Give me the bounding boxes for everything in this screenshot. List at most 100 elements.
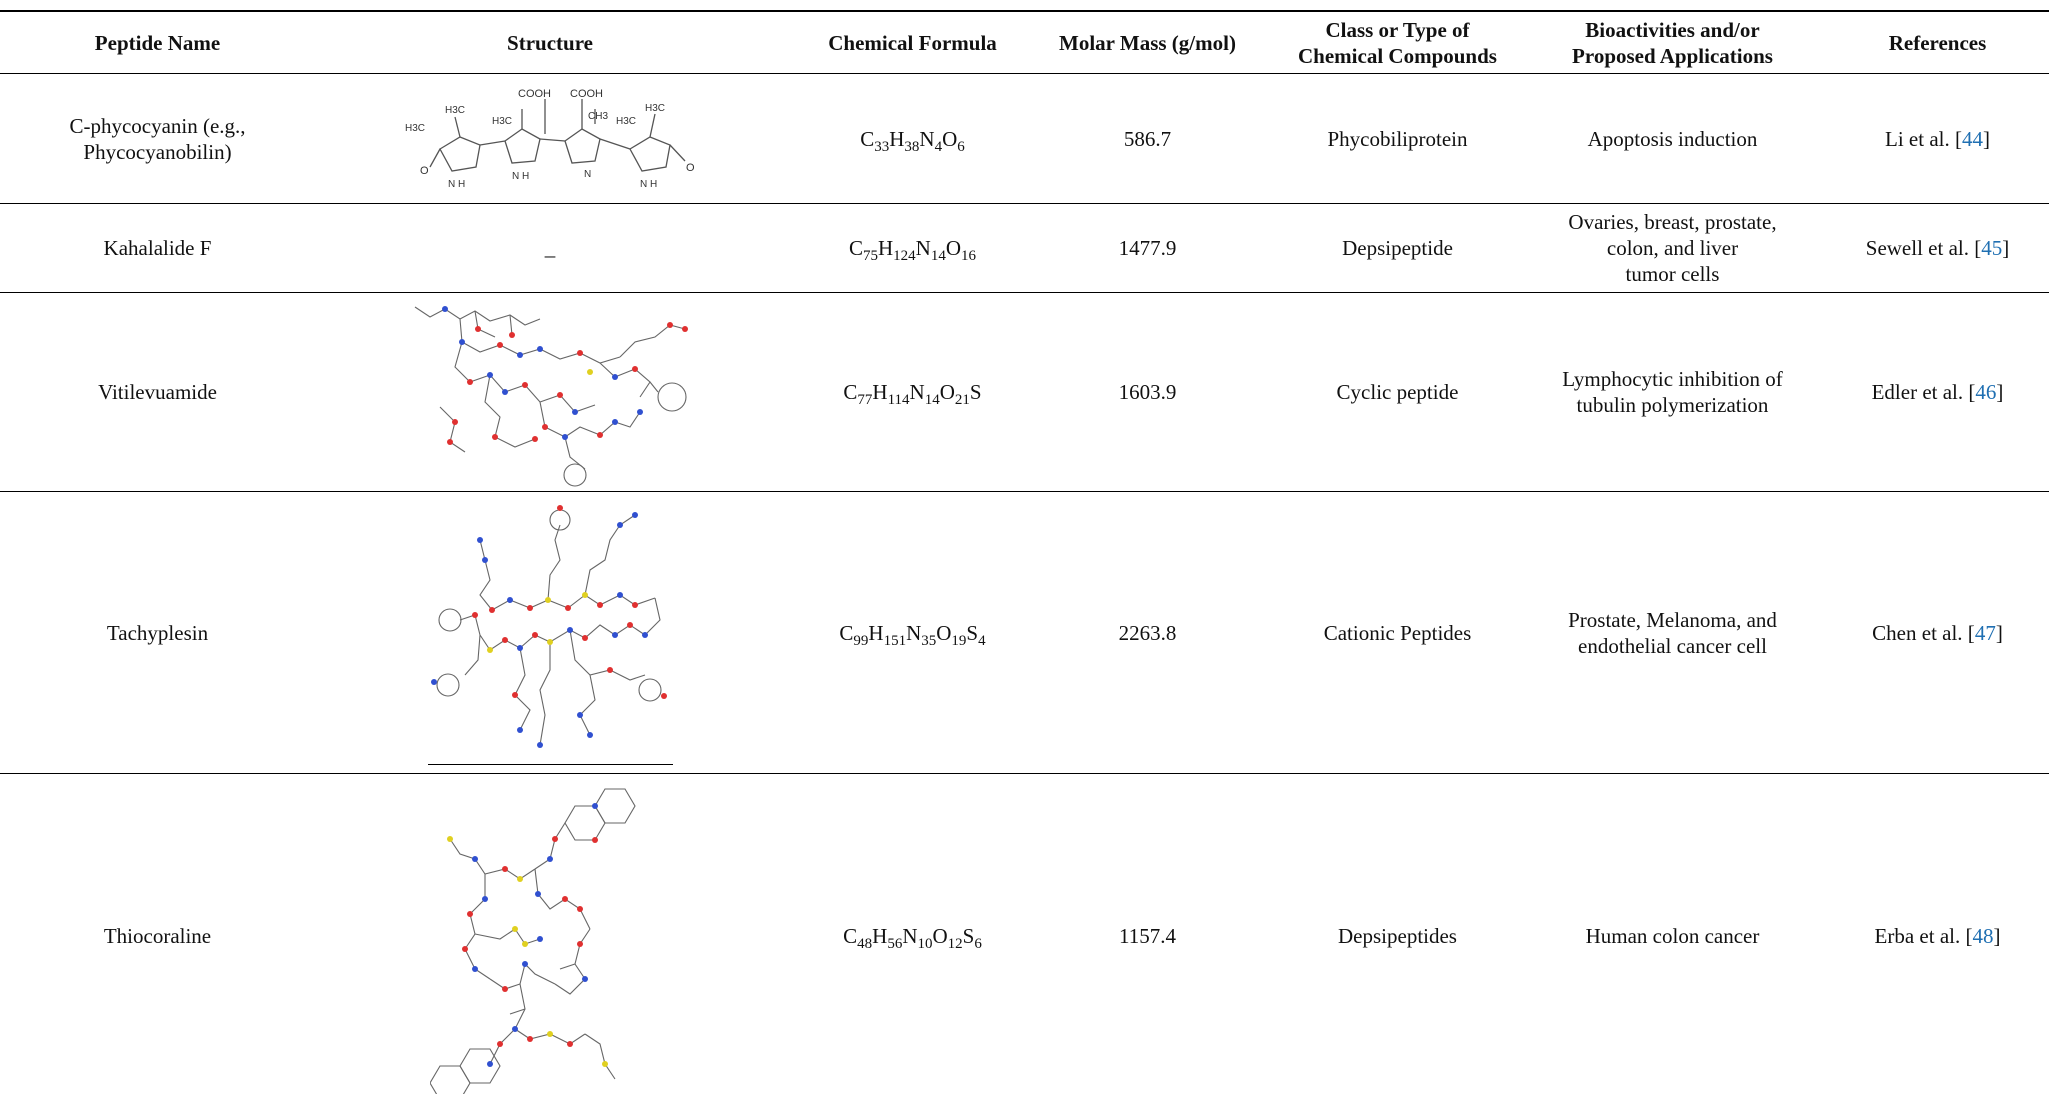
molar-mass: 1157.4	[1119, 924, 1176, 948]
row-divider	[0, 773, 2049, 774]
formula-cell: C77H114N14O21S	[790, 293, 1035, 491]
structure-label: N H	[512, 171, 529, 182]
structure-label: CH3	[588, 111, 608, 122]
reference-cell: Chen et al. [47]	[1872, 620, 2003, 645]
reference-text: Li et al. [	[1885, 126, 1962, 151]
reference-link[interactable]: 47	[1974, 620, 1996, 645]
header-class-line1: Class or Type of	[1325, 17, 1470, 42]
header-bioactivities: Bioactivities and/or Proposed Application…	[1530, 12, 1815, 73]
peptide-name: C-phycocyanin (e.g.,	[69, 113, 246, 138]
row-divider	[0, 292, 2049, 293]
structure-label: H3C	[492, 116, 512, 127]
structure-cell: COOH COOH H3C H3C H3C CH3 H3C H3C O O N …	[395, 74, 705, 203]
peptide-name-cell: C-phycocyanin (e.g., Phycocyanobilin)	[30, 74, 285, 203]
bioactivity: Prostate, Melanoma, and endothelial cance…	[1530, 492, 1815, 773]
molar-mass: 2263.8	[1118, 620, 1177, 645]
structure-placeholder: _	[544, 236, 556, 260]
compound-class: Cyclic peptide	[1336, 380, 1459, 404]
formula-cell: C48H56N10O12S6	[790, 774, 1035, 1098]
formula-cell: C33H38N4O6	[790, 74, 1035, 203]
header-class: Class or Type of Chemical Compounds	[1270, 12, 1525, 73]
reference-text: Chen et al. [	[1872, 620, 1975, 645]
chemical-formula: C48H56N10O12S6	[843, 924, 982, 952]
peptide-name: Kahalalide F	[103, 236, 212, 260]
table-header-row: Peptide Name Structure Chemical Formula …	[0, 12, 2049, 73]
chemical-formula: C77H114N14O21S	[843, 380, 982, 408]
reference-text: Edler et al. [	[1871, 380, 1976, 404]
bioactivity-line: Ovaries, breast, prostate,	[1568, 210, 1777, 234]
header-bio-line1: Bioactivities and/or	[1585, 17, 1760, 42]
bioactivity-line: Lymphocytic inhibition of	[1562, 367, 1783, 391]
row-divider	[0, 203, 2049, 204]
structure-label: COOH	[570, 88, 603, 100]
compound-class: Cationic Peptides	[1323, 620, 1472, 645]
thiocoraline-structure	[430, 787, 636, 1094]
bioactivity-line: tumor cells	[1625, 262, 1720, 286]
bioactivity-line: tubulin polymerization	[1576, 393, 1769, 417]
formula-cell: C99H151N35O19S4	[790, 492, 1035, 773]
reference-link[interactable]: 46	[1975, 380, 1997, 404]
vitilevuamide-structure	[414, 306, 688, 487]
row-divider	[0, 491, 2049, 492]
bioactivity-line: colon, and liver	[1606, 236, 1739, 260]
bioactivity: Ovaries, breast, prostate, colon, and liv…	[1530, 204, 1815, 292]
compound-class: Phycobiliprotein	[1327, 126, 1468, 151]
chemical-formula: C33H38N4O6	[860, 126, 965, 155]
header-peptide-name: Peptide Name	[94, 30, 221, 55]
structure-underline	[427, 764, 673, 765]
table-row: Kahalalide F _ C75H124N14O16 1477.9 Deps…	[0, 204, 2049, 292]
formula-cell: C75H124N14O16	[790, 204, 1035, 292]
header-references: References	[1888, 30, 1987, 55]
table-top-rule	[0, 10, 2049, 12]
reference-link[interactable]: 44	[1961, 126, 1983, 151]
header-bottom-rule	[0, 73, 2049, 74]
molar-mass: 1477.9	[1118, 236, 1177, 260]
peptide-name: Thiocoraline	[103, 924, 212, 948]
peptide-name: Tachyplesin	[106, 620, 209, 645]
structure-cell	[395, 492, 705, 773]
phycocyanobilin-structure: COOH COOH H3C H3C H3C CH3 H3C H3C O O N …	[405, 88, 695, 190]
tachyplesin-structure	[431, 505, 667, 748]
structure-label: O	[686, 162, 695, 174]
header-structure: Structure	[507, 30, 593, 55]
compound-class: Depsipeptide	[1342, 236, 1453, 260]
bioactivity: Lymphocytic inhibition of tubulin polymer…	[1530, 293, 1815, 491]
structure-label: H3C	[445, 105, 465, 116]
header-class-line2: Chemical Compounds	[1298, 43, 1497, 68]
reference-cell: Edler et al. [46]	[1871, 380, 2004, 404]
structure-label: O	[420, 165, 429, 177]
chemical-formula: C75H124N14O16	[848, 236, 977, 264]
reference-cell: Sewell et al. [45]	[1865, 236, 2010, 260]
header-formula: Chemical Formula	[828, 30, 997, 55]
chemical-formula: C99H151N35O19S4	[839, 620, 986, 649]
table-row: Thiocoraline	[0, 774, 2049, 1098]
molar-mass: 1603.9	[1118, 380, 1177, 404]
reference-text: Sewell et al. [	[1865, 236, 1982, 260]
structure-label: N	[584, 169, 591, 180]
peptide-name: Vitilevuamide	[98, 380, 217, 404]
table-row: C-phycocyanin (e.g., Phycocyanobilin)	[0, 74, 2049, 203]
structure-label: H3C	[405, 123, 425, 134]
bioactivity-line: Prostate, Melanoma, and	[1568, 607, 1777, 632]
structure-label: N H	[448, 179, 465, 190]
bioactivity: Human colon cancer	[1585, 924, 1760, 948]
bioactivity-line: endothelial cancer cell	[1578, 633, 1767, 658]
structure-label: COOH	[518, 88, 551, 100]
header-bio-line2: Proposed Applications	[1572, 43, 1773, 68]
bioactivity: Apoptosis induction	[1587, 126, 1758, 151]
reference-cell: Erba et al. [48]	[1874, 924, 2001, 948]
structure-label: N H	[640, 179, 657, 190]
header-molar-mass: Molar Mass (g/mol)	[1059, 30, 1236, 55]
molar-mass: 586.7	[1123, 126, 1172, 151]
structure-label: H3C	[645, 103, 665, 114]
reference-link[interactable]: 45	[1981, 236, 2003, 260]
structure-cell	[395, 774, 705, 1098]
structure-cell	[395, 293, 705, 491]
reference-cell: Li et al. [44]	[1885, 126, 1990, 151]
reference-text: Erba et al. [	[1874, 924, 1973, 948]
compound-class: Depsipeptides	[1338, 924, 1457, 948]
structure-label: H3C	[616, 116, 636, 127]
table-row: Vitilevuamide	[0, 293, 2049, 491]
reference-link[interactable]: 48	[1972, 924, 1994, 948]
table-row: Tachyplesin	[0, 492, 2049, 773]
